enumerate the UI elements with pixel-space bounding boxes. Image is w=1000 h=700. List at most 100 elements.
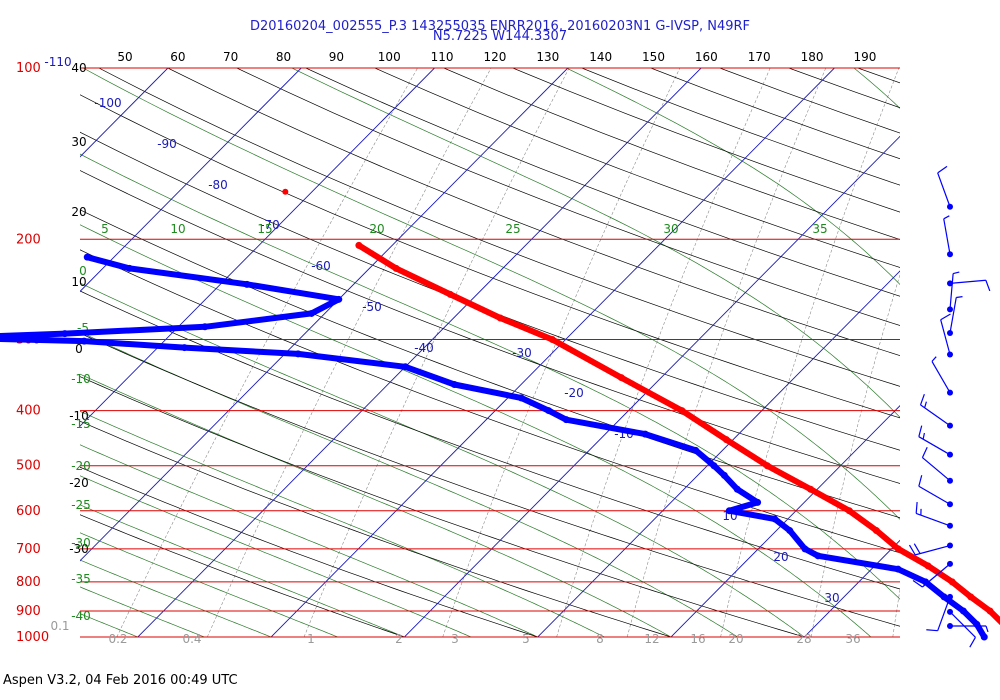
moist-left-label: -10 xyxy=(71,372,91,386)
dewpoint-trace xyxy=(0,253,988,641)
isotherm-label: -110 xyxy=(44,55,71,69)
temperature-point xyxy=(948,578,956,586)
moist-adiabat-label: 15 xyxy=(257,222,272,236)
temperature-point xyxy=(967,593,975,601)
mixing-ratio-label: 20 xyxy=(728,632,743,646)
dewpoint-point xyxy=(294,350,302,358)
moist-adiabats xyxy=(80,68,900,638)
isotherm-line xyxy=(803,539,900,638)
dry-adiabat-line xyxy=(80,209,900,519)
wind-barb-flag xyxy=(912,580,923,588)
wind-barb-flag xyxy=(985,280,991,292)
mixing-ratio-line xyxy=(207,68,492,638)
isotherm-label: -100 xyxy=(94,96,121,110)
mixing-ratio-label: 28 xyxy=(796,632,811,646)
wind-barb-flag xyxy=(915,502,918,514)
dry-adiabats xyxy=(80,68,900,638)
moist-adiabat-line xyxy=(80,559,272,638)
dry-adiabat-line xyxy=(167,68,900,356)
dewpoint-point xyxy=(562,416,570,424)
left-axis-label: -30 xyxy=(69,542,89,556)
mixing-ratio-label: 5 xyxy=(522,632,530,646)
mixing-ratio-label: 0.4 xyxy=(182,632,201,646)
wind-barb-staff xyxy=(922,457,951,482)
temperature-point xyxy=(722,436,730,444)
temperature-line xyxy=(355,242,1000,626)
wind-barbs xyxy=(908,165,991,648)
wind-barb-flag xyxy=(908,544,916,556)
wind-barb-staff xyxy=(915,512,951,527)
moist-adiabat-line xyxy=(80,532,338,638)
moist-adiabat-line xyxy=(82,68,900,520)
isotherm-line xyxy=(270,68,835,638)
wind-barb xyxy=(947,296,963,336)
isotherm-line xyxy=(80,68,435,427)
moist-adiabat-label: 25 xyxy=(505,222,520,236)
wind-barb xyxy=(918,425,953,458)
footer-text: Aspen V3.2, 04 Feb 2016 00:49 UTC xyxy=(3,673,238,688)
wind-barb-flag xyxy=(918,475,923,487)
x-axis-tick-label: 130 xyxy=(536,50,559,64)
wind-barb-halfflag xyxy=(943,215,950,220)
wind-barb xyxy=(921,446,953,484)
temperature-point xyxy=(845,507,853,515)
pressure-tick-label: 1000 xyxy=(16,630,49,645)
dry-adiabat-line xyxy=(80,466,538,638)
moist-left-label: -35 xyxy=(71,572,91,586)
moist-left-label: 0 xyxy=(79,264,87,278)
x-axis-tick-label: 50 xyxy=(117,50,132,64)
dewpoint-point xyxy=(545,407,553,415)
mixing-ratio-line xyxy=(953,68,1000,637)
pressure-tick-label: 500 xyxy=(16,459,41,474)
wind-barb-staff xyxy=(949,273,954,310)
mixing-ratio-label: 36 xyxy=(845,632,860,646)
wind-barb-staff xyxy=(940,319,951,355)
moist-adiabat-line xyxy=(80,224,872,638)
temperature-point xyxy=(496,314,504,322)
x-axis-tick-label: 90 xyxy=(329,50,344,64)
dewpoint-point xyxy=(401,363,409,371)
dry-adiabat-line xyxy=(80,376,805,638)
isotherm-line xyxy=(80,68,302,293)
dewpoint-point xyxy=(733,485,741,493)
x-axis-tick-label: 190 xyxy=(853,50,876,64)
dewpoint-point xyxy=(814,552,822,560)
dewpoint-point xyxy=(83,253,91,261)
dewpoint-point xyxy=(720,471,728,479)
dry-adiabat-line xyxy=(98,68,900,387)
wind-barb-staff xyxy=(922,563,951,588)
wind-barb-halfflag xyxy=(952,271,960,275)
pressure-tick-label: 100 xyxy=(16,61,41,76)
moist-adiabat-line xyxy=(80,331,738,638)
dewpoint-point xyxy=(80,337,88,345)
wind-barb-halfflag xyxy=(920,579,927,585)
wind-barb-halfflag xyxy=(985,625,989,633)
mixing-ratio-line xyxy=(626,68,827,638)
temperature-isolated-point xyxy=(282,188,289,195)
pressure-tick-label: 400 xyxy=(16,404,41,419)
temperature-point xyxy=(872,527,880,535)
moist-adiabat-line xyxy=(80,410,605,638)
x-axis-tick-label: 70 xyxy=(223,50,238,64)
isotherm-label: 30 xyxy=(824,591,839,605)
mixing-ratio-label: 0.1 xyxy=(50,619,69,633)
pressure-tick-label: 700 xyxy=(16,542,41,557)
wind-barb xyxy=(926,593,953,632)
isotherm-line xyxy=(137,68,702,638)
chart-title: D20160204_002555_P.3 143255035 ENRR2016,… xyxy=(250,19,750,34)
moist-left-label: -5 xyxy=(77,321,89,335)
mixing-ratio-label: 8 xyxy=(596,632,604,646)
mixing-ratio-label: 3 xyxy=(451,632,459,646)
wind-barb xyxy=(908,542,953,556)
x-axis-tick-label: 170 xyxy=(748,50,771,64)
wind-barb xyxy=(912,560,953,588)
isotherm-label: -30 xyxy=(512,346,532,360)
dewpoint-point xyxy=(180,344,188,352)
wind-barb-halfflag xyxy=(956,296,963,299)
wind-barb xyxy=(947,608,976,648)
x-axis-tick-label: 100 xyxy=(378,50,401,64)
wind-barb-flag xyxy=(918,425,923,437)
temperature-point xyxy=(807,485,815,493)
mixing-ratio-label: 1 xyxy=(307,632,315,646)
isotherm-line xyxy=(537,270,900,638)
